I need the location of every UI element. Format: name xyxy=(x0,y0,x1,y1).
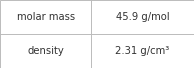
Text: 45.9 g/mol: 45.9 g/mol xyxy=(116,12,169,22)
Text: molar mass: molar mass xyxy=(16,12,75,22)
Text: density: density xyxy=(27,46,64,56)
Text: 2.31 g/cm³: 2.31 g/cm³ xyxy=(115,46,170,56)
